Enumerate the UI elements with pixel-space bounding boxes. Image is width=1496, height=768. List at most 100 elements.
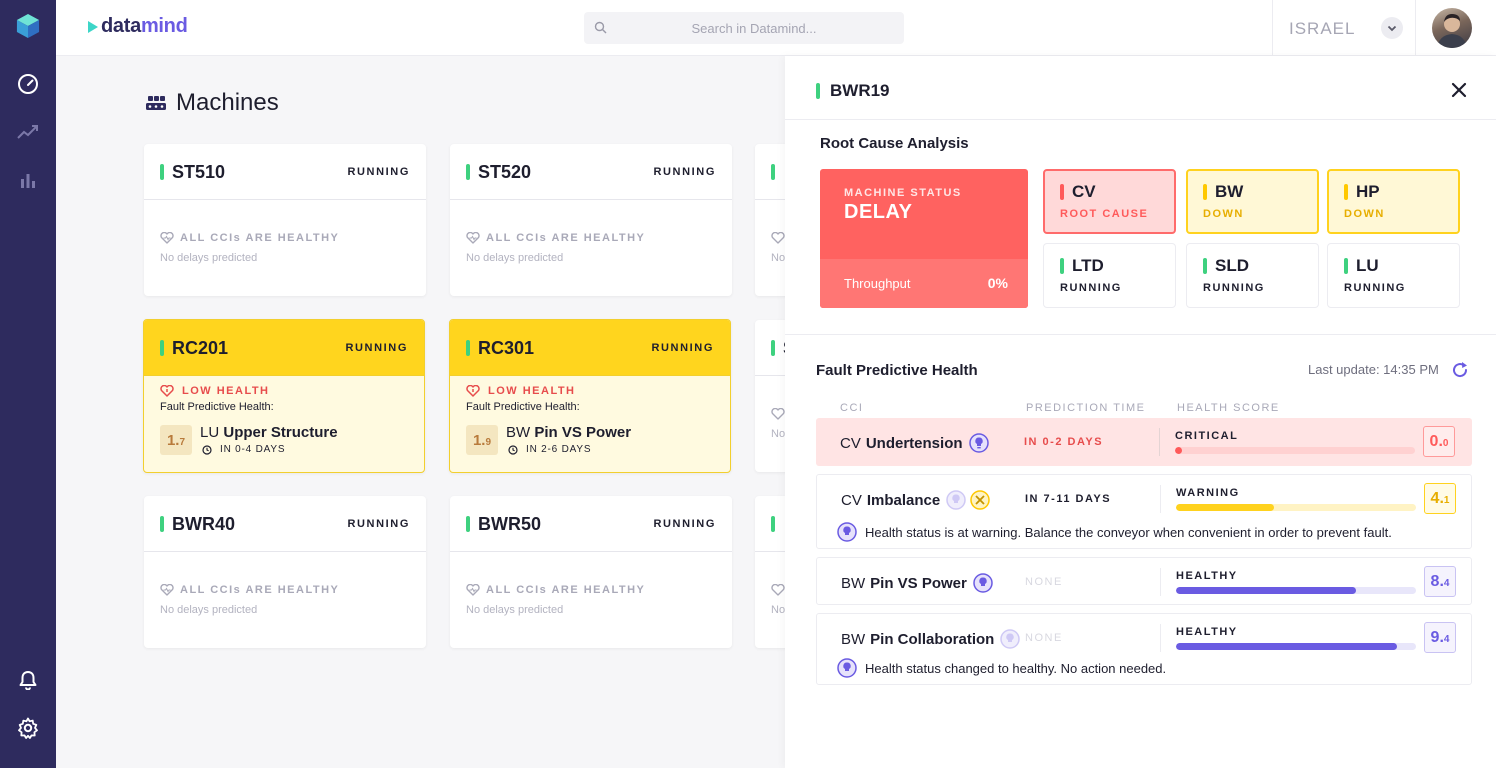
component-name: LTD — [1072, 256, 1104, 275]
machine-status: RUNNING — [653, 166, 716, 178]
column-header-cci: CCI — [840, 402, 864, 414]
heart-icon — [771, 408, 785, 420]
delay-prediction: No delays predicted — [466, 604, 564, 616]
cci-name: CV Imbalance — [841, 490, 990, 510]
status-indicator — [466, 340, 470, 356]
divider — [785, 334, 1496, 335]
search-box[interactable] — [584, 12, 904, 44]
component-tile-bw[interactable]: BW DOWN — [1186, 169, 1319, 234]
machine-status: RUNNING — [345, 342, 408, 354]
bell-icon[interactable] — [16, 668, 40, 692]
machine-status: RUNNING — [347, 166, 410, 178]
cci-message: Health status changed to healthy. No act… — [837, 658, 1166, 678]
cci-message: Health status is at warning. Balance the… — [837, 522, 1392, 542]
card-header: ST510 RUNNING — [144, 144, 426, 200]
logo-cube-icon[interactable] — [16, 14, 40, 38]
bar-chart-icon[interactable] — [16, 168, 40, 192]
component-status: RUNNING — [1060, 282, 1122, 294]
prediction-time: IN 7-11 DAYS — [1025, 493, 1112, 505]
low-health-alert: LOW HEALTH — [466, 385, 576, 397]
machines-icon — [146, 96, 166, 110]
health-bar — [1176, 643, 1416, 650]
dashboard-icon[interactable] — [16, 72, 40, 96]
healthy-status — [771, 408, 791, 420]
health-label: HEALTHY — [1176, 570, 1238, 582]
machine-card-st520[interactable]: ST520 RUNNING ALL CCIs ARE HEALTHY No de… — [450, 144, 732, 296]
component-status: RUNNING — [1344, 282, 1406, 294]
prediction-time: NONE — [1025, 576, 1063, 588]
cci-name: BW Pin Collaboration — [841, 629, 1021, 649]
logo-triangle-icon — [88, 20, 98, 33]
region-selector[interactable]: ISRAEL — [1272, 0, 1416, 56]
card-header: BWR40 RUNNING — [144, 496, 426, 552]
search-icon — [594, 21, 607, 39]
component-tile-lu[interactable]: LU RUNNING — [1327, 243, 1460, 308]
status-indicator — [466, 516, 470, 532]
bulb-icon — [837, 522, 857, 542]
machine-card-bwr50[interactable]: BWR50 RUNNING ALL CCIs ARE HEALTHY No de… — [450, 496, 732, 648]
component-tile-cv[interactable]: CV ROOT CAUSE — [1043, 169, 1176, 234]
trend-icon[interactable] — [16, 120, 40, 144]
cci-row-pin-collaboration[interactable]: BW Pin Collaboration NONE HEALTHY 9. 4 Hea… — [816, 613, 1472, 685]
last-update: Last update: 14:35 PM — [1308, 362, 1439, 377]
brand-logo[interactable]: data mind — [88, 15, 188, 38]
bulb-icon[interactable] — [973, 573, 993, 593]
cci-row-undertension[interactable]: CV Undertension IN 0-2 DAYS CRITICAL 0. 0 — [816, 418, 1472, 466]
chevron-down-icon[interactable] — [1381, 17, 1403, 39]
refresh-icon[interactable] — [1451, 361, 1469, 384]
bulb-icon[interactable] — [1000, 629, 1021, 649]
machine-card-rc301[interactable]: RC301 RUNNING LOW HEALTH Fault Predictiv… — [449, 319, 731, 473]
prediction-time: NONE — [1025, 632, 1063, 644]
close-icon[interactable] — [1449, 80, 1469, 100]
cci-name: BW Pin VS Power — [506, 424, 632, 441]
region-label: ISRAEL — [1289, 19, 1356, 38]
health-score-badge: 4. 1 — [1424, 483, 1456, 514]
health-bar-fill — [1175, 447, 1183, 454]
component-tile-sld[interactable]: SLD RUNNING — [1186, 243, 1319, 308]
bulb-icon[interactable] — [946, 490, 966, 510]
user-avatar[interactable] — [1432, 8, 1472, 48]
heart-icon — [160, 584, 174, 596]
fph-label: Fault Predictive Health: — [466, 401, 580, 413]
machine-card-rc201[interactable]: RC201 RUNNING LOW HEALTH Fault Predictiv… — [143, 319, 425, 473]
status-indicator — [160, 164, 164, 180]
card-header: RC201 RUNNING — [144, 320, 424, 376]
gear-icon[interactable] — [16, 716, 40, 740]
component-tile-ltd[interactable]: LTD RUNNING — [1043, 243, 1176, 308]
bulb-icon[interactable] — [968, 433, 989, 453]
divider — [1160, 485, 1161, 513]
low-health-alert: LOW HEALTH — [160, 385, 270, 397]
delay-prediction: No — [771, 252, 786, 264]
cci-name: BW Pin VS Power — [841, 573, 993, 593]
machine-detail-panel: BWR19 Root Cause Analysis MACHINE STATUS… — [785, 56, 1496, 768]
clock-icon — [508, 444, 518, 455]
status-indicator — [160, 340, 164, 356]
health-bar-fill — [1176, 643, 1397, 650]
clock-icon — [202, 444, 212, 455]
health-bar — [1175, 447, 1415, 454]
fph-title: Fault Predictive Health — [816, 362, 978, 379]
status-indicator — [1203, 258, 1207, 274]
machine-card-bwr40[interactable]: BWR40 RUNNING ALL CCIs ARE HEALTHY No de… — [144, 496, 426, 648]
cci-row-pin-vs-power[interactable]: BW Pin VS Power NONE HEALTHY 8. 4 — [816, 557, 1472, 605]
health-score-badge: 8. 4 — [1424, 566, 1456, 597]
component-tile-hp[interactable]: HP DOWN — [1327, 169, 1460, 234]
status-indicator — [771, 516, 775, 532]
health-bar-fill — [1176, 587, 1356, 594]
throughput-value: 0% — [987, 275, 1008, 291]
machine-card-st510[interactable]: ST510 RUNNING ALL CCIs ARE HEALTHY No de… — [144, 144, 426, 296]
heart-alert-icon — [160, 385, 174, 397]
delay-prediction: No — [771, 428, 786, 440]
healthy-status — [771, 232, 791, 244]
component-status: RUNNING — [1203, 282, 1265, 294]
card-header: BWR50 RUNNING — [450, 496, 732, 552]
search-input[interactable] — [614, 12, 894, 44]
health-bar — [1176, 587, 1416, 594]
cci-name: LU Upper Structure — [200, 424, 338, 441]
cci-row-imbalance[interactable]: CV Imbalance IN 7-11 DAYS WARNING 4. 1 Hea… — [816, 474, 1472, 549]
tool-icon[interactable] — [970, 490, 990, 510]
prediction-time: IN 2-6 DAYS — [508, 444, 591, 455]
card-header: ST520 RUNNING — [450, 144, 732, 200]
machine-status: RUNNING — [651, 342, 714, 354]
delay-prediction: No delays predicted — [160, 252, 258, 264]
